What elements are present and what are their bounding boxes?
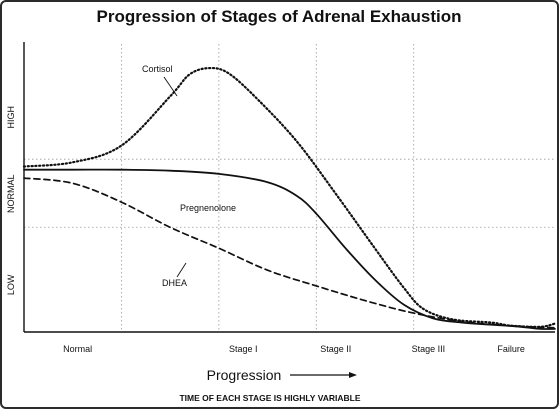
x-tick-label: Stage III <box>412 344 446 354</box>
grid <box>24 44 555 332</box>
axes <box>23 42 555 333</box>
x-tick-label: Stage II <box>320 344 351 354</box>
series-line-dhea <box>23 177 556 329</box>
x-tick-labels: Normal Stage I Stage II Stage III Failure <box>63 344 525 354</box>
annotation-pregnenolone: Pregnenolone <box>180 203 236 213</box>
y-level-label: NORMAL <box>6 175 16 214</box>
annotation-dhea: DHEA <box>162 278 187 288</box>
series-layer <box>22 66 557 330</box>
annotations-layer: Cortisol Pregnenolone DHEA <box>142 64 236 288</box>
x-axis-arrow <box>290 372 357 378</box>
y-level-label: HIGH <box>6 106 16 129</box>
series-line-cortisol <box>22 66 557 328</box>
x-tick-label: Stage I <box>229 344 258 354</box>
annotation-leader-cortisol <box>163 76 178 97</box>
y-level-labels: LOW NORMAL HIGH <box>6 106 16 295</box>
chart-title: Progression of Stages of Adrenal Exhaust… <box>97 7 462 26</box>
x-tick-label: Normal <box>63 344 92 354</box>
footnote: TIME OF EACH STAGE IS HIGHLY VARIABLE <box>179 393 360 403</box>
annotation-leader-dhea <box>176 262 187 278</box>
y-level-label: LOW <box>6 274 16 295</box>
annotation-cortisol: Cortisol <box>142 64 173 74</box>
x-axis-label: Progression <box>207 367 282 383</box>
x-tick-label: Failure <box>497 344 525 354</box>
